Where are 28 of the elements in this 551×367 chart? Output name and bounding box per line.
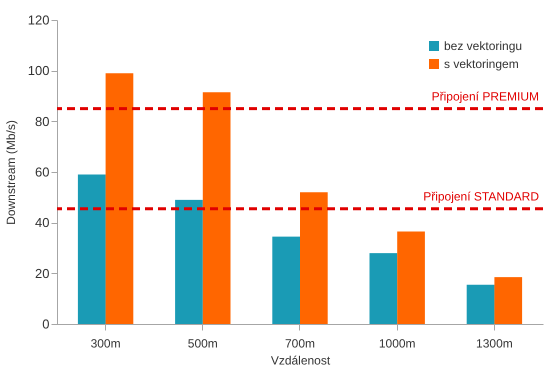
x-tick-label: 700m: [284, 336, 316, 350]
y-tick-label: 60: [35, 164, 50, 180]
bar: [202, 92, 230, 324]
y-axis-title: Downstream (Mb/s): [4, 120, 18, 225]
legend-label: bez vektoringu: [444, 39, 522, 53]
x-tick-label: 1300m: [476, 336, 513, 350]
bar: [466, 284, 494, 324]
x-tick-label: 1000m: [378, 336, 416, 350]
legend-label: s vektoringem: [444, 57, 519, 71]
bar: [494, 277, 522, 324]
y-tick-label: 20: [35, 266, 50, 281]
bar: [175, 200, 203, 324]
y-tick-label: 80: [35, 114, 50, 129]
y-tick-label: 100: [28, 63, 50, 78]
bar: [106, 73, 134, 324]
bar: [397, 232, 425, 324]
bar: [272, 236, 300, 324]
x-axis-title: Vzdálenost: [270, 354, 331, 367]
x-tick-label: 500m: [188, 336, 218, 350]
bar: [300, 192, 328, 324]
ref-line-label: Připojení STANDARD: [423, 190, 540, 204]
y-tick-label: 0: [42, 316, 50, 332]
ref-line-label: Připojení PREMIUM: [432, 90, 539, 104]
y-tick-label: 120: [28, 12, 50, 28]
y-tick-label: 40: [35, 215, 50, 230]
bar: [78, 174, 106, 324]
x-tick-label: 300m: [90, 336, 121, 350]
bar: [370, 253, 398, 324]
